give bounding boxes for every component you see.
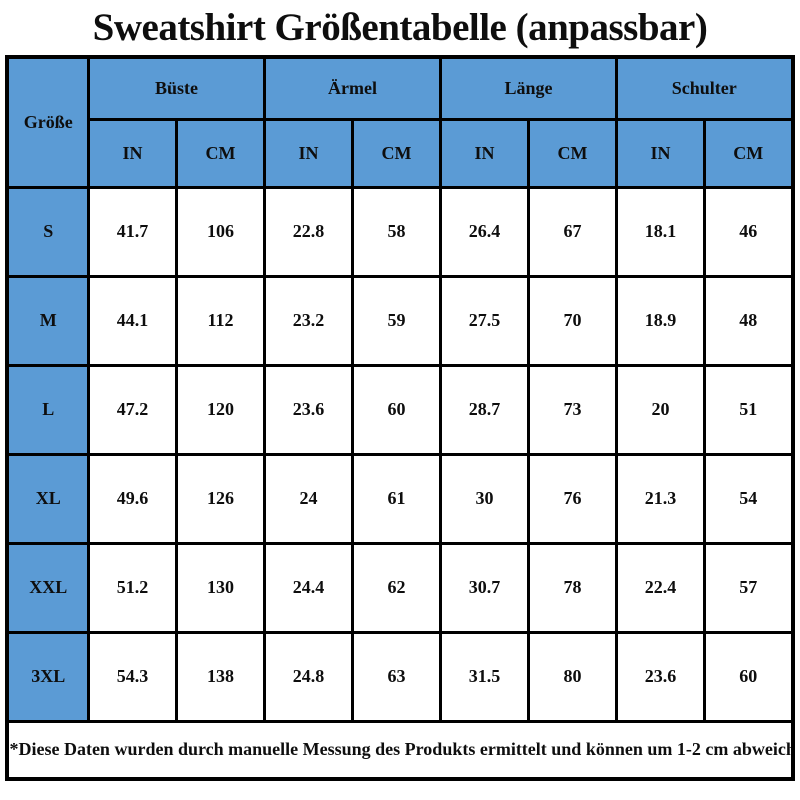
value-cell: 27.5 [439,274,530,367]
value-cell: 120 [174,363,266,456]
size-cell: L [5,363,90,456]
unit-header: IN [86,117,178,189]
value-cell: 59 [350,274,443,367]
value-cell: 78 [526,541,619,634]
unit-header: CM [350,117,443,189]
size-chart-table: Größe Büste Ärmel Länge Schulter IN CM I… [5,55,795,781]
value-cell: 58 [350,185,443,278]
size-cell: 3XL [5,630,90,723]
value-cell: 70 [526,274,619,367]
value-cell: 49.6 [86,452,178,545]
value-cell: 80 [526,630,619,723]
footnote-text: *Diese Daten wurden durch manuelle Messu… [5,719,795,781]
value-cell: 62 [350,541,443,634]
value-cell: 138 [174,630,266,723]
size-cell: S [5,185,90,278]
table-unit-header-row: IN CM IN CM IN CM IN CM [7,117,795,189]
value-cell: 28.7 [439,363,530,456]
value-cell: 24.4 [262,541,354,634]
value-cell: 21.3 [615,452,707,545]
value-cell: 26.4 [439,185,530,278]
table-row-l: L 47.2 120 23.6 60 28.7 73 20 51 [5,363,795,456]
value-cell: 60 [350,363,443,456]
group-header-aermel: Ärmel [262,55,443,121]
size-cell: XL [5,452,90,545]
unit-header: IN [262,117,354,189]
size-cell: M [5,274,90,367]
unit-header: CM [526,117,619,189]
value-cell: 51.2 [86,541,178,634]
value-cell: 76 [526,452,619,545]
value-cell: 47.2 [86,363,178,456]
value-cell: 23.6 [262,363,354,456]
value-cell: 112 [174,274,266,367]
unit-header: IN [439,117,530,189]
value-cell: 130 [174,541,266,634]
value-cell: 67 [526,185,619,278]
value-cell: 24 [262,452,354,545]
value-cell: 30 [439,452,530,545]
table-row-m: M 44.1 112 23.2 59 27.5 70 18.9 48 [5,274,795,367]
value-cell: 126 [174,452,266,545]
group-header-schulter: Schulter [615,55,795,121]
value-cell: 41.7 [86,185,178,278]
table-group-header-row: Größe Büste Ärmel Länge Schulter [5,55,795,189]
page-title: Sweatshirt Größentabelle (anpassbar) [92,6,708,49]
value-cell: 48 [703,274,795,367]
corner-header-groesse: Größe [5,55,90,189]
size-cell: XXL [5,541,90,634]
unit-header: CM [703,117,795,189]
value-cell: 73 [526,363,619,456]
value-cell: 60 [703,630,795,723]
value-cell: 54.3 [86,630,178,723]
value-cell: 18.9 [615,274,707,367]
value-cell: 23.6 [615,630,707,723]
value-cell: 51 [703,363,795,456]
value-cell: 18.1 [615,185,707,278]
value-cell: 31.5 [439,630,530,723]
value-cell: 30.7 [439,541,530,634]
value-cell: 61 [350,452,443,545]
group-header-bueste: Büste [86,55,266,121]
value-cell: 106 [174,185,266,278]
value-cell: 44.1 [86,274,178,367]
value-cell: 20 [615,363,707,456]
value-cell: 24.8 [262,630,354,723]
value-cell: 57 [703,541,795,634]
value-cell: 46 [703,185,795,278]
value-cell: 23.2 [262,274,354,367]
value-cell: 22.8 [262,185,354,278]
unit-header: IN [615,117,707,189]
table-row-s: S 41.7 106 22.8 58 26.4 67 18.1 46 [5,185,795,278]
table-row-xxl: XXL 51.2 130 24.4 62 30.7 78 22.4 57 [5,541,795,634]
value-cell: 22.4 [615,541,707,634]
group-header-laenge: Länge [438,55,619,121]
unit-header: CM [174,117,266,189]
value-cell: 54 [703,452,795,545]
table-footnote-row: *Diese Daten wurden durch manuelle Messu… [5,719,795,781]
table-row-3xl: 3XL 54.3 138 24.8 63 31.5 80 23.6 60 [5,630,795,723]
value-cell: 63 [350,630,443,723]
table-row-xl: XL 49.6 126 24 61 30 76 21.3 54 [5,452,795,545]
